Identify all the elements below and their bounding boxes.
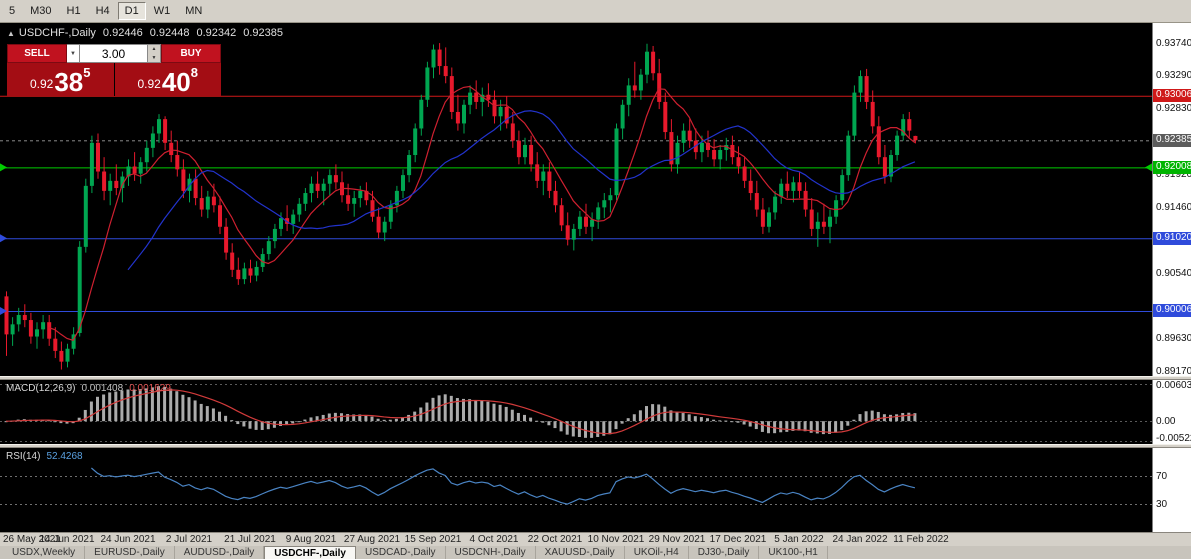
price-tick: 0.89170 [1156,365,1191,377]
sell-price-sup: 5 [83,65,91,80]
macd-axis-label: 0.00603 [1156,380,1191,391]
buy-price[interactable]: 0.92 40 8 [114,63,221,97]
date-label: 24 Jun 2021 [100,534,156,545]
macd-value-signal: 0.001629 [129,383,171,394]
timeframe-button-mn[interactable]: MN [178,2,209,20]
price-tick: 0.91460 [1156,201,1191,213]
spin-down-icon[interactable]: ▼ [148,53,160,62]
buy-price-prefix: 0.92 [137,77,161,91]
macd-label: MACD(12,26,9) 0.001408 0.001629 [6,383,171,394]
chevron-down-icon: ▼ [70,50,76,57]
date-label: 29 Nov 2021 [648,534,706,545]
sell-price[interactable]: 0.92 38 5 [7,63,114,96]
price-tick: 0.91920 [1156,168,1191,180]
timeframe-button-d1[interactable]: D1 [117,2,146,20]
panel-splitter[interactable] [0,444,1191,448]
price-tick: 0.93290 [1156,70,1191,82]
date-label: 15 Sep 2021 [404,534,462,545]
macd-title: MACD(12,26,9) [6,383,76,394]
timeframe-button-h1[interactable]: H1 [60,2,88,20]
date-label: 4 Oct 2021 [469,534,519,545]
date-label: 24 Jan 2022 [832,534,888,545]
sell-button[interactable]: SELL [7,44,67,63]
macd-axis-label: -0.00522 [1156,433,1191,444]
ohlc-high: 0.92448 [149,27,190,39]
date-label: 27 Aug 2021 [343,534,401,545]
rsi-indicator-canvas[interactable] [0,448,1152,532]
price-axis[interactable]: 0.93740 0.93290 0.92830 0.91920 0.91460 0.905… [1152,23,1191,532]
resistance-level-badge: 0.93006 [1153,89,1191,103]
date-label: 5 Jan 2022 [774,534,824,545]
date-label: 26 May 2021 [3,534,61,545]
volume-stepper[interactable]: ▲ ▼ [148,44,161,63]
chart-tab-usdcnh-[interactable]: USDCNH-,Daily [446,546,536,559]
rsi-title: RSI(14) [6,451,41,462]
ohlc-close: 0.92385 [243,27,283,39]
timeframe-button-5[interactable]: 5 [2,2,22,20]
buy-price-sup: 8 [190,65,198,80]
support-level-badge: 0.91020 [1153,231,1191,245]
date-label: 21 Jul 2021 [224,534,276,545]
date-label: 2 Jul 2021 [165,534,213,545]
date-label: 10 Nov 2021 [587,534,645,545]
rsi-axis-label: 30 [1156,499,1168,511]
timeframe-button-h4[interactable]: H4 [89,2,117,20]
ohlc-open: 0.92446 [102,27,143,39]
date-label: 17 Dec 2021 [709,534,767,545]
timeframe-button-m30[interactable]: M30 [23,2,58,20]
sell-price-prefix: 0.92 [29,77,54,91]
date-label: 22 Oct 2021 [527,534,583,545]
macd-value-main: 0.001408 [81,383,124,394]
chart-tab-ukoil-[interactable]: UKOil-,H4 [625,546,689,559]
spin-up-icon[interactable]: ▲ [148,45,160,54]
chart-title: ▲ USDCHF-,Daily 0.92446 0.92448 0.92342 … [7,27,283,39]
volume-dropdown-button[interactable]: ▼ [67,44,80,63]
volume-input[interactable] [80,44,148,63]
buy-price-big: 40 [161,67,191,97]
rsi-value: 52.4268 [46,451,83,462]
sell-price-big: 38 [54,67,84,97]
date-label: 9 Aug 2021 [285,534,337,545]
buy-button[interactable]: BUY [161,44,221,63]
macd-axis-label: 0.00 [1156,416,1176,428]
chart-tab-usdcad-[interactable]: USDCAD-,Daily [356,546,446,559]
chart-tab-uk100-[interactable]: UK100-,H1 [759,546,828,559]
current-price-badge: 0.92385 [1153,133,1191,147]
date-label: 11 Feb 2022 [893,534,949,545]
chart-tab-usdchf-[interactable]: USDCHF-,Daily [264,546,356,559]
chart-tab-xauusd-[interactable]: XAUUSD-,Daily [536,546,625,559]
chart-marker-icon: ▲ [7,28,15,38]
macd-indicator-canvas[interactable] [0,380,1152,444]
price-tick: 0.93740 [1156,38,1191,50]
date-label: 14 Jun 2021 [39,534,95,545]
price-tick: 0.90540 [1156,267,1191,279]
timeframe-toolbar: 5 M30 H1 H4 D1 W1 MN [0,0,1191,23]
ohlc-low: 0.92342 [196,27,237,39]
chart-tabs-bar: USDX,Weekly EURUSD-,Daily AUDUSD-,Daily USD… [0,546,1191,559]
rsi-axis-label: 70 [1156,470,1168,482]
chart-tab-audusd-[interactable]: AUDUSD-,Daily [175,546,265,559]
price-tick: 0.89630 [1156,332,1191,344]
chart-tab-dj30-[interactable]: DJ30-,Daily [689,546,760,559]
chart-tab-usdx[interactable]: USDX,Weekly [3,546,86,559]
price-tick: 0.92830 [1156,103,1191,115]
timeframe-button-w1[interactable]: W1 [147,2,178,20]
support-level-badge: 0.92008 [1153,160,1191,174]
chart-tab-eurusd-[interactable]: EURUSD-,Daily [85,546,175,559]
panel-splitter[interactable] [0,376,1191,380]
support-level-badge: 0.90006 [1153,304,1191,318]
time-axis[interactable]: 26 May 2021 14 Jun 2021 24 Jun 2021 2 Jul 2… [0,532,1191,546]
symbol-name: USDCHF-,Daily [18,27,96,39]
rsi-label: RSI(14) 52.4268 [6,451,83,462]
